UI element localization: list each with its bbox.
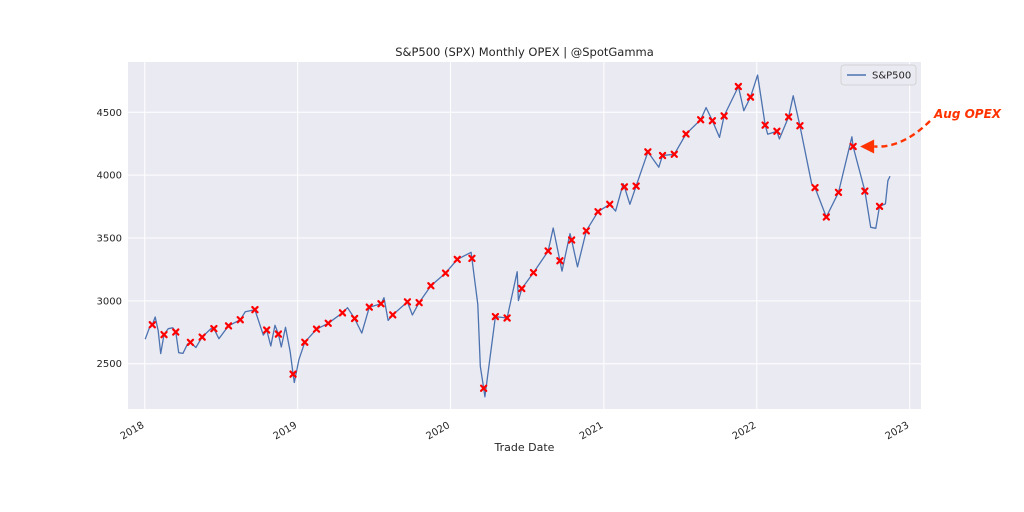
opex-marker xyxy=(324,319,332,327)
opex-marker xyxy=(186,338,195,347)
x-tick-label: 2018 xyxy=(119,420,147,442)
opex-marker xyxy=(784,113,793,121)
opex-marker xyxy=(544,247,552,255)
y-tick-label: 2500 xyxy=(97,359,122,370)
legend-label: S&P500 xyxy=(872,71,911,82)
y-tick-label: 4500 xyxy=(97,108,122,119)
opex-marker xyxy=(251,305,259,314)
opex-marker xyxy=(389,311,397,319)
opex-marker xyxy=(822,213,831,221)
opex-marker xyxy=(236,316,244,324)
x-tick-label: 2023 xyxy=(884,420,912,442)
opex-marker xyxy=(582,227,590,235)
opex-marker xyxy=(479,384,488,392)
opex-marker xyxy=(620,183,629,191)
chart-title: S&P500 (SPX) Monthly OPEX | @SpotGamma xyxy=(395,45,654,59)
opex-marker xyxy=(734,82,743,91)
x-tick-label: 2019 xyxy=(272,420,300,442)
opex-marker xyxy=(301,338,309,346)
opex-marker xyxy=(312,325,321,333)
opex-marker xyxy=(720,112,728,120)
annotation-arrow xyxy=(874,120,931,148)
annotation: Aug OPEX xyxy=(860,107,1002,154)
y-tick-label: 3000 xyxy=(97,296,122,307)
opex-marker xyxy=(644,148,652,156)
opex-marker xyxy=(556,257,564,265)
opex-marker xyxy=(632,182,640,190)
opex-marker xyxy=(491,312,500,321)
opex-marker xyxy=(262,326,271,334)
opex-marker xyxy=(453,255,461,264)
opex-marker xyxy=(696,116,705,124)
legend-box xyxy=(840,64,917,86)
opex-marker xyxy=(849,142,857,151)
opex-marker xyxy=(773,127,781,135)
opex-marker xyxy=(682,130,690,138)
x-tick-label: 2020 xyxy=(425,420,453,442)
y-tick-label: 4000 xyxy=(97,171,122,182)
opex-marker xyxy=(594,208,602,216)
opex-marker xyxy=(172,328,180,336)
opex-marker xyxy=(658,151,667,160)
opex-marker xyxy=(606,200,614,209)
opex-marker xyxy=(796,122,804,130)
opex-marker xyxy=(468,254,476,263)
opex-marker xyxy=(289,370,297,378)
plot-background xyxy=(128,62,921,409)
opex-marker xyxy=(365,303,373,311)
x-axis-label: Trade Date xyxy=(494,441,555,454)
opex-marker xyxy=(148,321,156,329)
opex-marker xyxy=(567,236,576,244)
opex-marker xyxy=(274,330,283,338)
x-tick-label: 2022 xyxy=(731,420,759,442)
opex-marker xyxy=(198,333,206,341)
opex-marker xyxy=(441,269,450,277)
legend: S&P500 xyxy=(840,64,917,86)
grid xyxy=(128,62,921,409)
opex-marker xyxy=(518,284,526,293)
opex-marker xyxy=(160,330,168,339)
opex-marker xyxy=(708,117,717,125)
opex-markers xyxy=(148,82,884,392)
opex-marker xyxy=(861,187,869,195)
opex-marker xyxy=(670,150,678,158)
y-tick-label: 3500 xyxy=(97,234,122,245)
opex-marker xyxy=(338,309,347,317)
opex-marker xyxy=(746,93,755,101)
opex-marker xyxy=(427,282,435,290)
opex-marker xyxy=(224,322,233,330)
x-tick-label: 2021 xyxy=(578,420,606,442)
opex-marker xyxy=(210,324,218,333)
opex-marker xyxy=(403,298,412,306)
annotation-arrowhead xyxy=(860,139,875,154)
opex-marker xyxy=(875,202,884,211)
opex-marker xyxy=(811,183,819,192)
opex-marker xyxy=(834,188,843,197)
opex-marker xyxy=(529,268,538,277)
opex-marker xyxy=(350,314,359,323)
annotation-label: Aug OPEX xyxy=(933,107,1002,121)
opex-marker xyxy=(761,121,769,129)
opex-marker xyxy=(503,314,511,322)
opex-marker xyxy=(415,298,423,307)
opex-marker xyxy=(377,300,385,308)
